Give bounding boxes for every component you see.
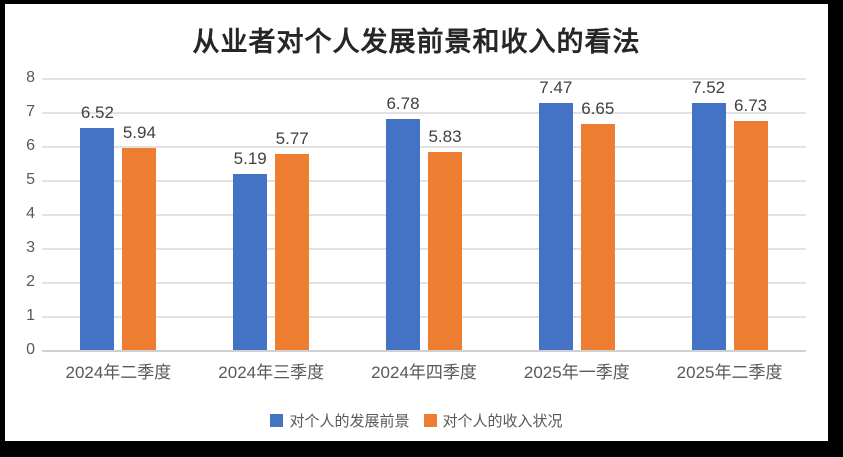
y-axis: 0 1 2 3 4 5 6 7 8 [5,69,35,358]
bar-wrap: 6.78 [385,78,420,350]
bar-value-label: 5.19 [233,148,267,168]
bar-group: 6.52 5.94 [42,78,195,350]
x-axis-category-label: 2025年二季度 [676,363,783,382]
bar-wrap: 6.52 [80,78,115,350]
gridline [42,112,806,114]
bar-value-label: 6.52 [80,103,114,123]
bar-value-label: 5.94 [122,123,156,143]
bar-group: 5.19 5.77 [195,78,348,350]
legend-swatch-icon [270,414,284,427]
y-axis-tick-label: 3 [26,239,35,256]
bar-value-label: 5.77 [275,128,309,148]
bar [80,128,115,350]
y-axis-tick-label: 0 [26,341,35,358]
bar [122,148,157,350]
bar-group: 6.78 5.83 [348,78,501,350]
bar [538,103,573,350]
plot-area: 6.52 5.94 5.19 5.77 6.78 5.83 7.47 6.65 7.52 6.73 [42,78,806,352]
bar [385,119,420,350]
bar-value-label: 5.83 [428,126,462,146]
y-axis-tick-label: 4 [26,205,35,222]
bar-wrap: 7.47 [538,78,573,350]
x-axis-category-label: 2024年二季度 [65,363,172,382]
x-axis-category-label: 2024年三季度 [218,363,325,382]
legend-label: 对个人的收入状况 [442,413,563,430]
legend-label: 对个人的发展前景 [289,413,410,430]
bar [733,121,768,350]
bar-wrap: 5.94 [122,78,157,350]
bar-group: 7.47 6.65 [500,78,653,350]
bar [691,103,726,350]
gridline [42,316,806,318]
bar-value-label: 6.78 [386,94,420,114]
bar-wrap: 5.19 [233,78,268,350]
x-axis-category-label: 2025年一季度 [523,363,630,382]
y-axis-tick-label: 7 [26,103,35,120]
chart-title: 从业者对个人发展前景和收入的看法 [192,27,641,57]
bar-value-label: 7.47 [539,78,573,97]
gridline [42,282,806,284]
bar-value-label: 6.73 [734,96,768,116]
gridline [42,180,806,182]
gridline [42,78,806,80]
gridline [42,146,806,148]
x-axis: 2024年二季度 2024年三季度 2024年四季度 2025年一季度 2025年二季度 [42,358,806,382]
legend: 对个人的发展前景 对个人的收入状况 [5,410,828,431]
bar-wrap: 6.65 [580,78,615,350]
x-axis-line [42,350,806,352]
legend-swatch-icon [423,414,437,427]
bar [427,151,462,350]
x-axis-category-label: 2024年四季度 [371,363,477,382]
legend-item: 对个人的收入状况 [423,410,563,431]
gridline [42,214,806,216]
y-axis-tick-label: 2 [26,273,35,290]
y-axis-tick-label: 8 [26,69,35,86]
gridline [42,248,806,250]
y-axis-tick-label: 1 [26,307,35,324]
bar-wrap: 6.73 [733,78,768,350]
bar-value-label: 6.65 [581,98,615,118]
legend-item: 对个人的发展前景 [270,410,410,431]
bar-wrap: 7.52 [691,78,726,350]
bar [580,123,615,350]
y-axis-tick-label: 6 [26,137,35,154]
bar-group: 7.52 6.73 [653,78,806,350]
y-axis-tick-label: 5 [26,171,35,188]
bar-value-label: 7.52 [692,78,726,97]
bar [275,153,310,350]
bar-wrap: 5.77 [275,78,310,350]
bar-wrap: 5.83 [427,78,462,350]
bar [233,173,268,350]
